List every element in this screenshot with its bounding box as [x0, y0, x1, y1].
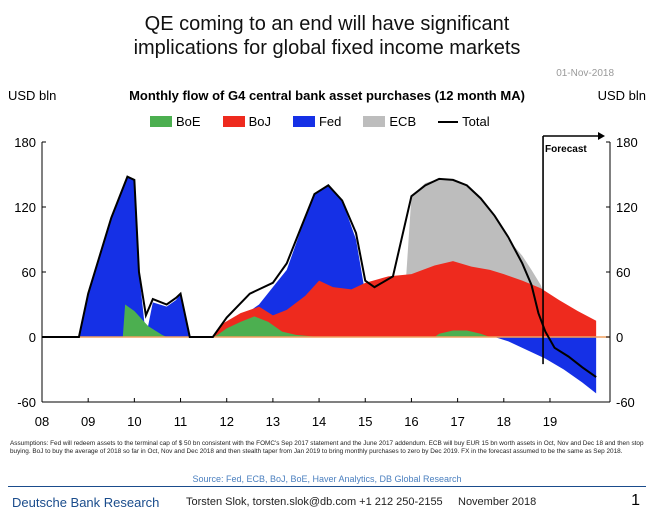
y-tick-label-right: 180 [616, 135, 638, 150]
chart-title: Monthly flow of G4 central bank asset pu… [129, 88, 525, 103]
footer-divider [8, 486, 646, 487]
forecast-arrow-head [598, 132, 605, 140]
legend-swatch-ecb [363, 116, 386, 127]
legend-item-fed: Fed [292, 114, 342, 129]
page-number: 1 [631, 492, 640, 509]
x-tick-label: 11 [174, 414, 188, 429]
legend-label-ecb: ECB [389, 114, 417, 129]
legend-label-fed: Fed [318, 114, 342, 129]
x-tick-label: 09 [81, 414, 95, 429]
legend-label-total: Total [462, 114, 490, 129]
area-boe [122, 304, 597, 337]
y-tick-label-right: -60 [616, 395, 635, 410]
y-tick-label-right: 60 [616, 265, 630, 280]
y-axis-left-unit: USD bln [8, 88, 57, 103]
legend-item-boj: BoJ [222, 114, 271, 129]
y-tick-label-left: 60 [22, 265, 36, 280]
legend-label-boj: BoJ [248, 114, 271, 129]
chart-legend: BoE BoJ Fed ECB Total [150, 114, 512, 129]
y-tick-label-left: 120 [14, 200, 36, 215]
legend-line-total [438, 120, 459, 123]
x-tick-label: 19 [543, 414, 557, 429]
x-tick-label: 13 [266, 414, 280, 429]
x-tick-label: 17 [450, 414, 464, 429]
company-name: Deutsche Bank Research [12, 495, 160, 510]
legend-swatch-boe [150, 116, 172, 127]
x-tick-label: 12 [219, 414, 233, 429]
legend-item-ecb: ECB [363, 114, 416, 129]
area-fed [78, 176, 597, 394]
report-date: 01-Nov-2018 [556, 68, 614, 79]
footer-date: November 2018 [458, 496, 537, 508]
x-tick-label: 15 [358, 414, 372, 429]
x-tick-label: 08 [35, 414, 49, 429]
x-tick-label: 18 [497, 414, 511, 429]
y-tick-label-right: 0 [616, 330, 623, 345]
headline: QE coming to an end will have significan… [0, 12, 654, 60]
legend-label-boe: BoE [176, 114, 201, 129]
y-tick-label-left: -60 [17, 395, 36, 410]
legend-swatch-boj [222, 116, 245, 127]
area-boj [212, 261, 597, 337]
legend-item-boe: BoE [150, 114, 201, 129]
forecast-label: Forecast [545, 144, 587, 155]
y-tick-label-left: 0 [29, 330, 36, 345]
y-axis-right-unit: USD bln [597, 88, 646, 103]
chart-plot: Forecast -60 -60 0 0 60 60 120 120 180 180 08 09 10 11… [14, 132, 638, 429]
assumptions-note: Assumptions: Fed will redeem assets to t… [10, 440, 644, 455]
legend-item-total: Total [438, 114, 490, 129]
line-total [42, 175, 597, 378]
headline-line-2: implications for global fixed income mar… [133, 37, 521, 59]
x-tick-label: 16 [404, 414, 418, 429]
y-tick-label-left: 180 [14, 135, 36, 150]
x-tick-label: 14 [312, 414, 326, 429]
author-contact: Torsten Slok, torsten.slok@db.com +1 212… [186, 496, 443, 508]
x-tick-label: 10 [127, 414, 141, 429]
headline-line-1: QE coming to an end will have significan… [144, 13, 510, 35]
source-note: Source: Fed, ECB, BoJ, BoE, Haver Analyt… [192, 474, 462, 484]
legend-swatch-fed [292, 116, 315, 127]
y-tick-label-right: 120 [616, 200, 638, 215]
